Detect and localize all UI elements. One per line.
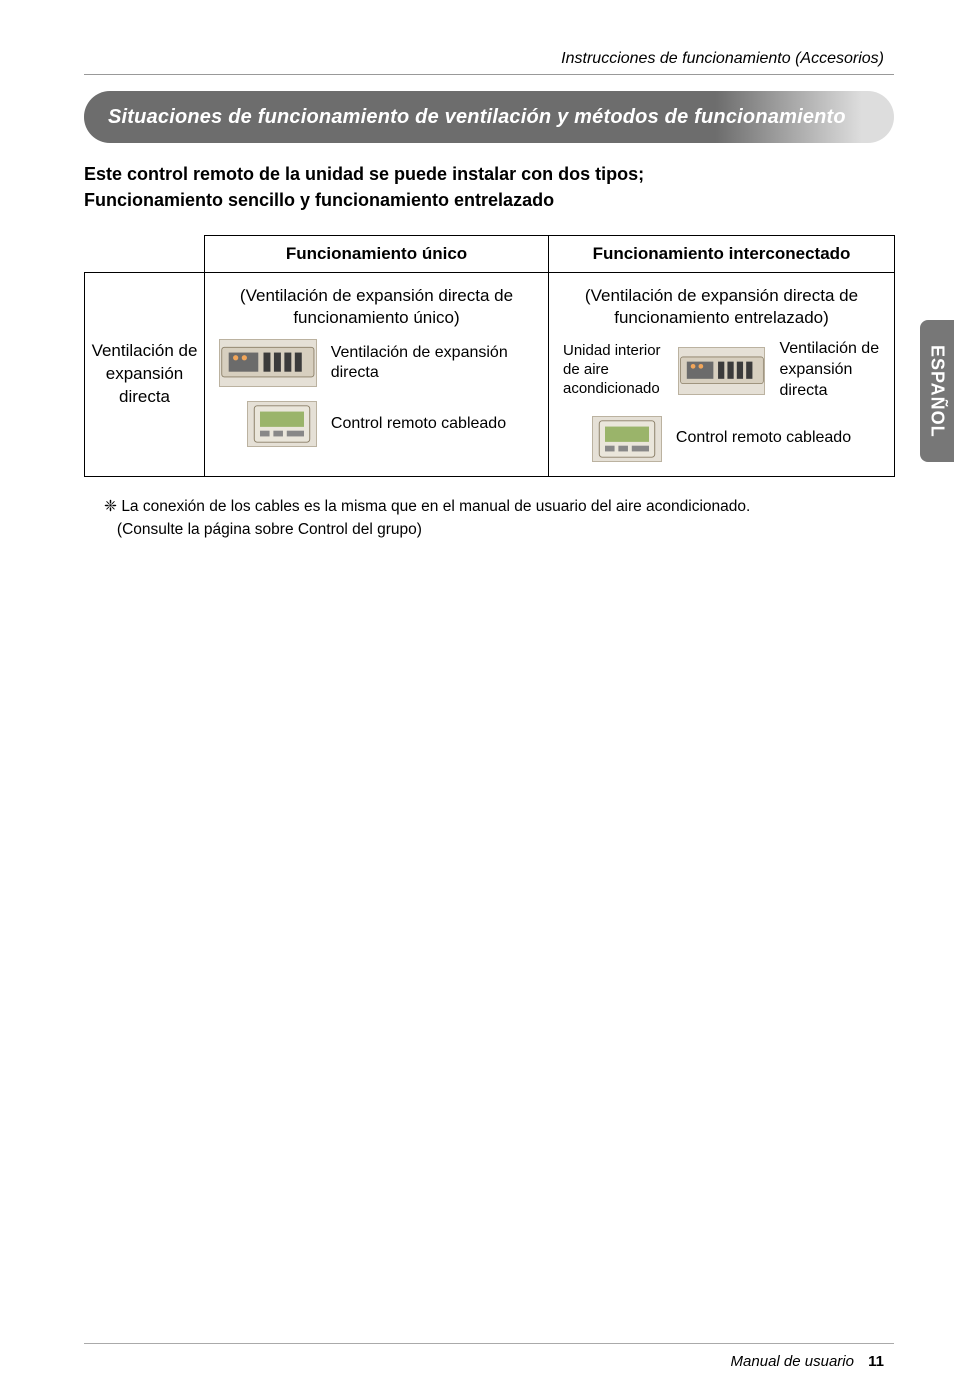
section-banner: Situaciones de funcionamiento de ventila…	[84, 91, 894, 143]
cell-single-subhead: (Ventilación de expansión directa de fun…	[219, 285, 534, 329]
item: Control remoto cableado	[219, 401, 534, 447]
item: Ventilación de expansión directa	[219, 339, 534, 387]
cell-inter-subhead: (Ventilación de expansión directa de fun…	[563, 285, 880, 329]
footer-rule	[84, 1343, 894, 1344]
footnote: ❈ La conexión de los cables es la misma …	[104, 495, 894, 542]
wired-remote-icon	[592, 416, 662, 462]
table-header-blank	[85, 236, 205, 273]
dx-vent-unit-icon	[678, 347, 766, 395]
footnote-line-2: (Consulte la página sobre Control del gr…	[117, 521, 422, 538]
table-header-row: Funcionamiento único Funcionamiento inte…	[85, 236, 895, 273]
footer: Manual de usuario 11	[731, 1353, 884, 1370]
config-table: Funcionamiento único Funcionamiento inte…	[84, 235, 895, 477]
footnote-symbol: ❈	[104, 498, 117, 515]
cell-single-items: Ventilación de expansión directa Control…	[219, 339, 534, 447]
item-label: Control remoto cableado	[331, 414, 506, 435]
item-label: Control remoto cableado	[676, 428, 851, 449]
cell-inter: (Ventilación de expansión directa de fun…	[549, 273, 895, 477]
intro-text: Este control remoto de la unidad se pued…	[84, 161, 894, 213]
cell-inter-items: Unidad interior de aire acondicionado Ve…	[563, 339, 880, 461]
item-label: Ventilación de expansión directa	[779, 339, 880, 401]
page-number: 11	[868, 1353, 884, 1370]
table-header-single: Funcionamiento único	[205, 236, 549, 273]
dx-vent-unit-icon	[219, 339, 317, 387]
item-label: Ventilación de expansión directa	[331, 343, 534, 385]
table-row: Ventilación de expansión directa (Ventil…	[85, 273, 895, 477]
section-title: Situaciones de funcionamiento de ventila…	[108, 106, 846, 129]
item: Unidad interior de aire acondicionado Ve…	[563, 339, 880, 401]
running-header: Instrucciones de funcionamiento (Accesor…	[84, 50, 884, 68]
section-banner-fg: Situaciones de funcionamiento de ventila…	[84, 91, 894, 143]
item-left-label: Unidad interior de aire acondicionado	[563, 342, 664, 398]
table-header-inter: Funcionamiento interconectado	[549, 236, 895, 273]
language-tab: ESPAÑOL	[920, 320, 954, 462]
intro-line-1: Este control remoto de la unidad se pued…	[84, 164, 644, 184]
item: Control remoto cableado	[563, 416, 880, 462]
page: Instrucciones de funcionamiento (Accesor…	[0, 0, 954, 1400]
footnote-line-1: La conexión de los cables es la misma qu…	[121, 498, 750, 515]
footer-label: Manual de usuario	[731, 1353, 854, 1370]
row-label: Ventilación de expansión directa	[85, 273, 205, 477]
language-tab-label: ESPAÑOL	[927, 345, 948, 438]
header-rule	[84, 74, 894, 75]
wired-remote-icon	[247, 401, 317, 447]
intro-line-2: Funcionamiento sencillo y funcionamiento…	[84, 190, 554, 210]
cell-single: (Ventilación de expansión directa de fun…	[205, 273, 549, 477]
